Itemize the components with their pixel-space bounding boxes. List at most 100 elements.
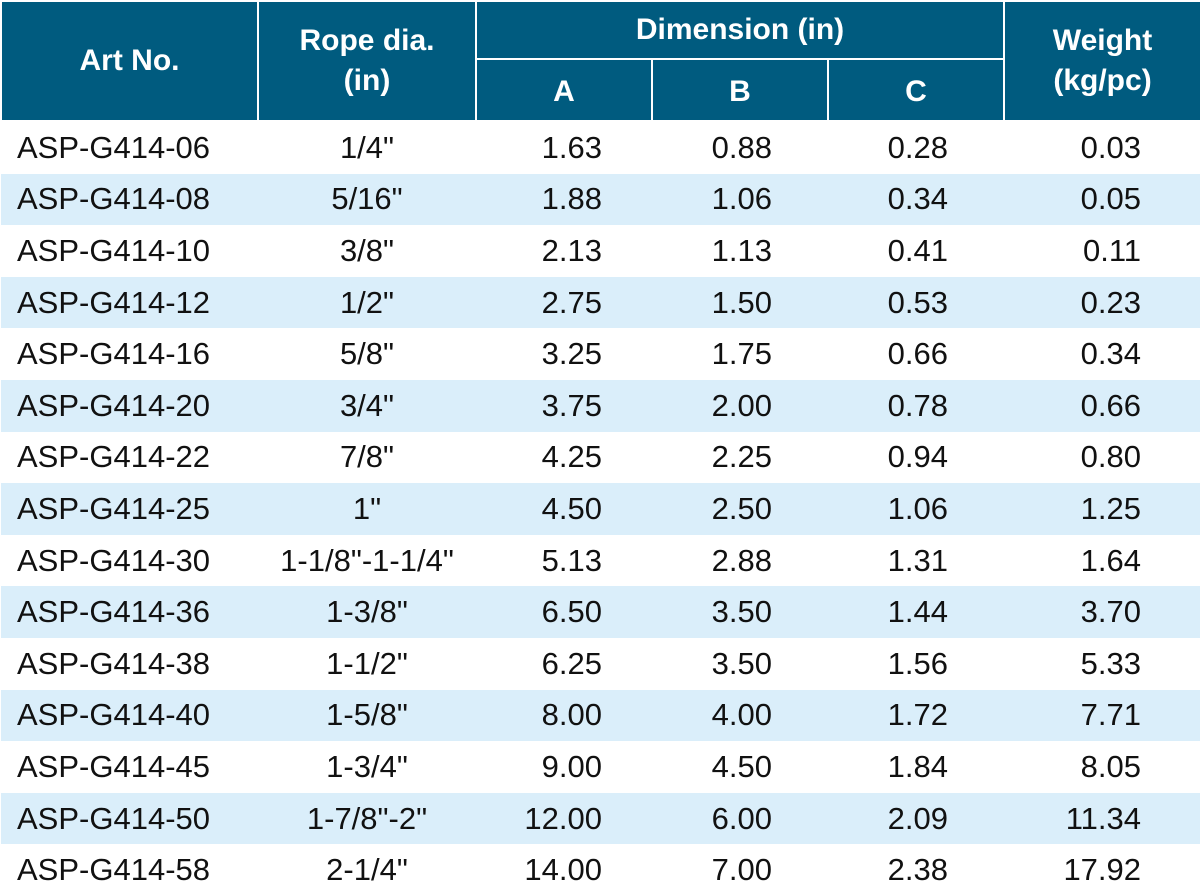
table-row: ASP-G414-36 1-3/8" 6.50 3.50 1.44 3.70 [1,586,1200,638]
cell-dim-b: 4.00 [652,689,828,742]
header-dimension: Dimension (in) [474,0,1006,60]
table-row: ASP-G414-22 7/8" 4.25 2.25 0.94 0.80 [1,431,1200,484]
cell-rope-dia: 1" [258,483,476,535]
cell-dim-c: 0.28 [828,121,1005,174]
cell-art-no: ASP-G414-12 [1,276,258,329]
cell-rope-dia: 1-1/8"-1-1/4" [258,534,476,587]
table-row: ASP-G414-58 2-1/4" 14.00 7.00 2.38 17.92 [1,844,1200,896]
cell-weight: 8.05 [1004,741,1200,793]
cell-dim-b: 7.00 [652,844,828,896]
cell-art-no: ASP-G414-45 [1,741,258,793]
cell-art-no: ASP-G414-58 [1,844,258,896]
cell-art-no: ASP-G414-40 [1,689,258,742]
cell-dim-b: 3.50 [652,637,828,690]
cell-dim-b: 0.88 [652,121,828,174]
cell-art-no: ASP-G414-25 [1,483,258,535]
header-dim-c: C [826,58,1006,122]
cell-art-no: ASP-G414-30 [1,534,258,587]
header-dim-b-label: B [729,75,751,108]
cell-dim-c: 0.53 [828,276,1005,329]
table-row: ASP-G414-45 1-3/4" 9.00 4.50 1.84 8.05 [1,741,1200,793]
cell-weight: 1.64 [1004,534,1200,587]
cell-dim-b: 2.00 [652,379,828,432]
cell-dim-c: 1.56 [828,637,1005,690]
cell-dim-b: 1.13 [652,225,828,277]
table-row: ASP-G414-50 1-7/8"-2" 12.00 6.00 2.09 11.34 [1,792,1200,845]
cell-dim-b: 3.50 [652,586,828,638]
cell-art-no: ASP-G414-08 [1,173,258,226]
table-row: ASP-G414-16 5/8" 3.25 1.75 0.66 0.34 [1,328,1200,380]
table-row: ASP-G414-10 3/8" 2.13 1.13 0.41 0.11 [1,225,1200,277]
header-row-top: Art No. Rope dia. (in) Dimension (in) We… [0,0,1200,122]
header-dim-b: B [651,58,829,122]
cell-weight: 7.71 [1004,689,1200,742]
cell-dim-a: 6.25 [476,637,652,690]
cell-dim-c: 0.41 [828,225,1005,277]
table-row: ASP-G414-06 1/4" 1.63 0.88 0.28 0.03 [1,121,1200,174]
header-weight: Weight (kg/pc) [1003,0,1200,122]
cell-rope-dia: 5/16" [258,173,476,226]
header-rope-dia-unit: (in) [343,64,391,97]
cell-dim-b: 4.50 [652,741,828,793]
table-row: ASP-G414-40 1-5/8" 8.00 4.00 1.72 7.71 [1,689,1200,742]
cell-art-no: ASP-G414-20 [1,379,258,432]
cell-dim-a: 12.00 [476,792,652,845]
cell-dim-b: 1.06 [652,173,828,226]
header-dim-a: A [475,58,653,122]
cell-weight: 0.11 [1004,225,1200,277]
cell-dim-a: 8.00 [476,689,652,742]
header-rope-dia-label: Rope dia. [299,24,435,57]
cell-dim-a: 4.50 [476,483,652,535]
table-row: ASP-G414-38 1-1/2" 6.25 3.50 1.56 5.33 [1,637,1200,690]
table-row: ASP-G414-12 1/2" 2.75 1.50 0.53 0.23 [1,276,1200,329]
cell-dim-a: 4.25 [476,431,652,484]
cell-dim-a: 1.88 [476,173,652,226]
cell-dim-b: 1.75 [652,328,828,380]
cell-weight: 1.25 [1004,483,1200,535]
cell-rope-dia: 1/4" [258,121,476,174]
header-dim-a-label: A [553,75,575,108]
cell-weight: 0.23 [1004,276,1200,329]
cell-rope-dia: 3/4" [258,379,476,432]
cell-weight: 0.05 [1004,173,1200,226]
cell-art-no: ASP-G414-50 [1,792,258,845]
cell-rope-dia: 1-3/4" [258,741,476,793]
cell-art-no: ASP-G414-36 [1,586,258,638]
cell-dim-c: 1.44 [828,586,1005,638]
table-row: ASP-G414-25 1" 4.50 2.50 1.06 1.25 [1,483,1200,535]
cell-weight: 5.33 [1004,637,1200,690]
cell-rope-dia: 2-1/4" [258,844,476,896]
cell-weight: 0.80 [1004,431,1200,484]
header-row-bottom: A B C [1,58,1200,122]
cell-dim-a: 1.63 [476,121,652,174]
cell-rope-dia: 3/8" [258,225,476,277]
cell-dim-a: 2.13 [476,225,652,277]
table-row: ASP-G414-30 1-1/8"-1-1/4" 5.13 2.88 1.31 1.64 [1,534,1200,587]
cell-dim-a: 9.00 [476,741,652,793]
cell-dim-b: 1.50 [652,276,828,329]
cell-art-no: ASP-G414-16 [1,328,258,380]
cell-rope-dia: 1/2" [258,276,476,329]
cell-dim-c: 0.78 [828,379,1005,432]
header-dimension-label: Dimension (in) [635,13,845,46]
cell-weight: 11.34 [1004,792,1200,845]
header-weight-unit: (kg/pc) [1053,64,1152,97]
cell-art-no: ASP-G414-22 [1,431,258,484]
cell-weight: 17.92 [1004,844,1200,896]
cell-rope-dia: 5/8" [258,328,476,380]
cell-dim-a: 14.00 [476,844,652,896]
cell-dim-c: 0.34 [828,173,1005,226]
cell-rope-dia: 1-5/8" [258,689,476,742]
cell-dim-c: 2.09 [828,792,1005,845]
cell-dim-c: 1.06 [828,483,1005,535]
cell-art-no: ASP-G414-38 [1,637,258,690]
cell-dim-a: 5.13 [476,534,652,587]
cell-dim-b: 2.50 [652,483,828,535]
table-header: Art No. Rope dia. (in) Dimension (in) We… [0,0,1200,122]
header-rope-dia: Rope dia. (in) [257,0,477,122]
cell-dim-c: 1.31 [828,534,1005,587]
cell-rope-dia: 7/8" [258,431,476,484]
cell-art-no: ASP-G414-10 [1,225,258,277]
table-body: ASP-G414-06 1/4" 1.63 0.88 0.28 0.03 ASP-G414-… [1,121,1200,896]
